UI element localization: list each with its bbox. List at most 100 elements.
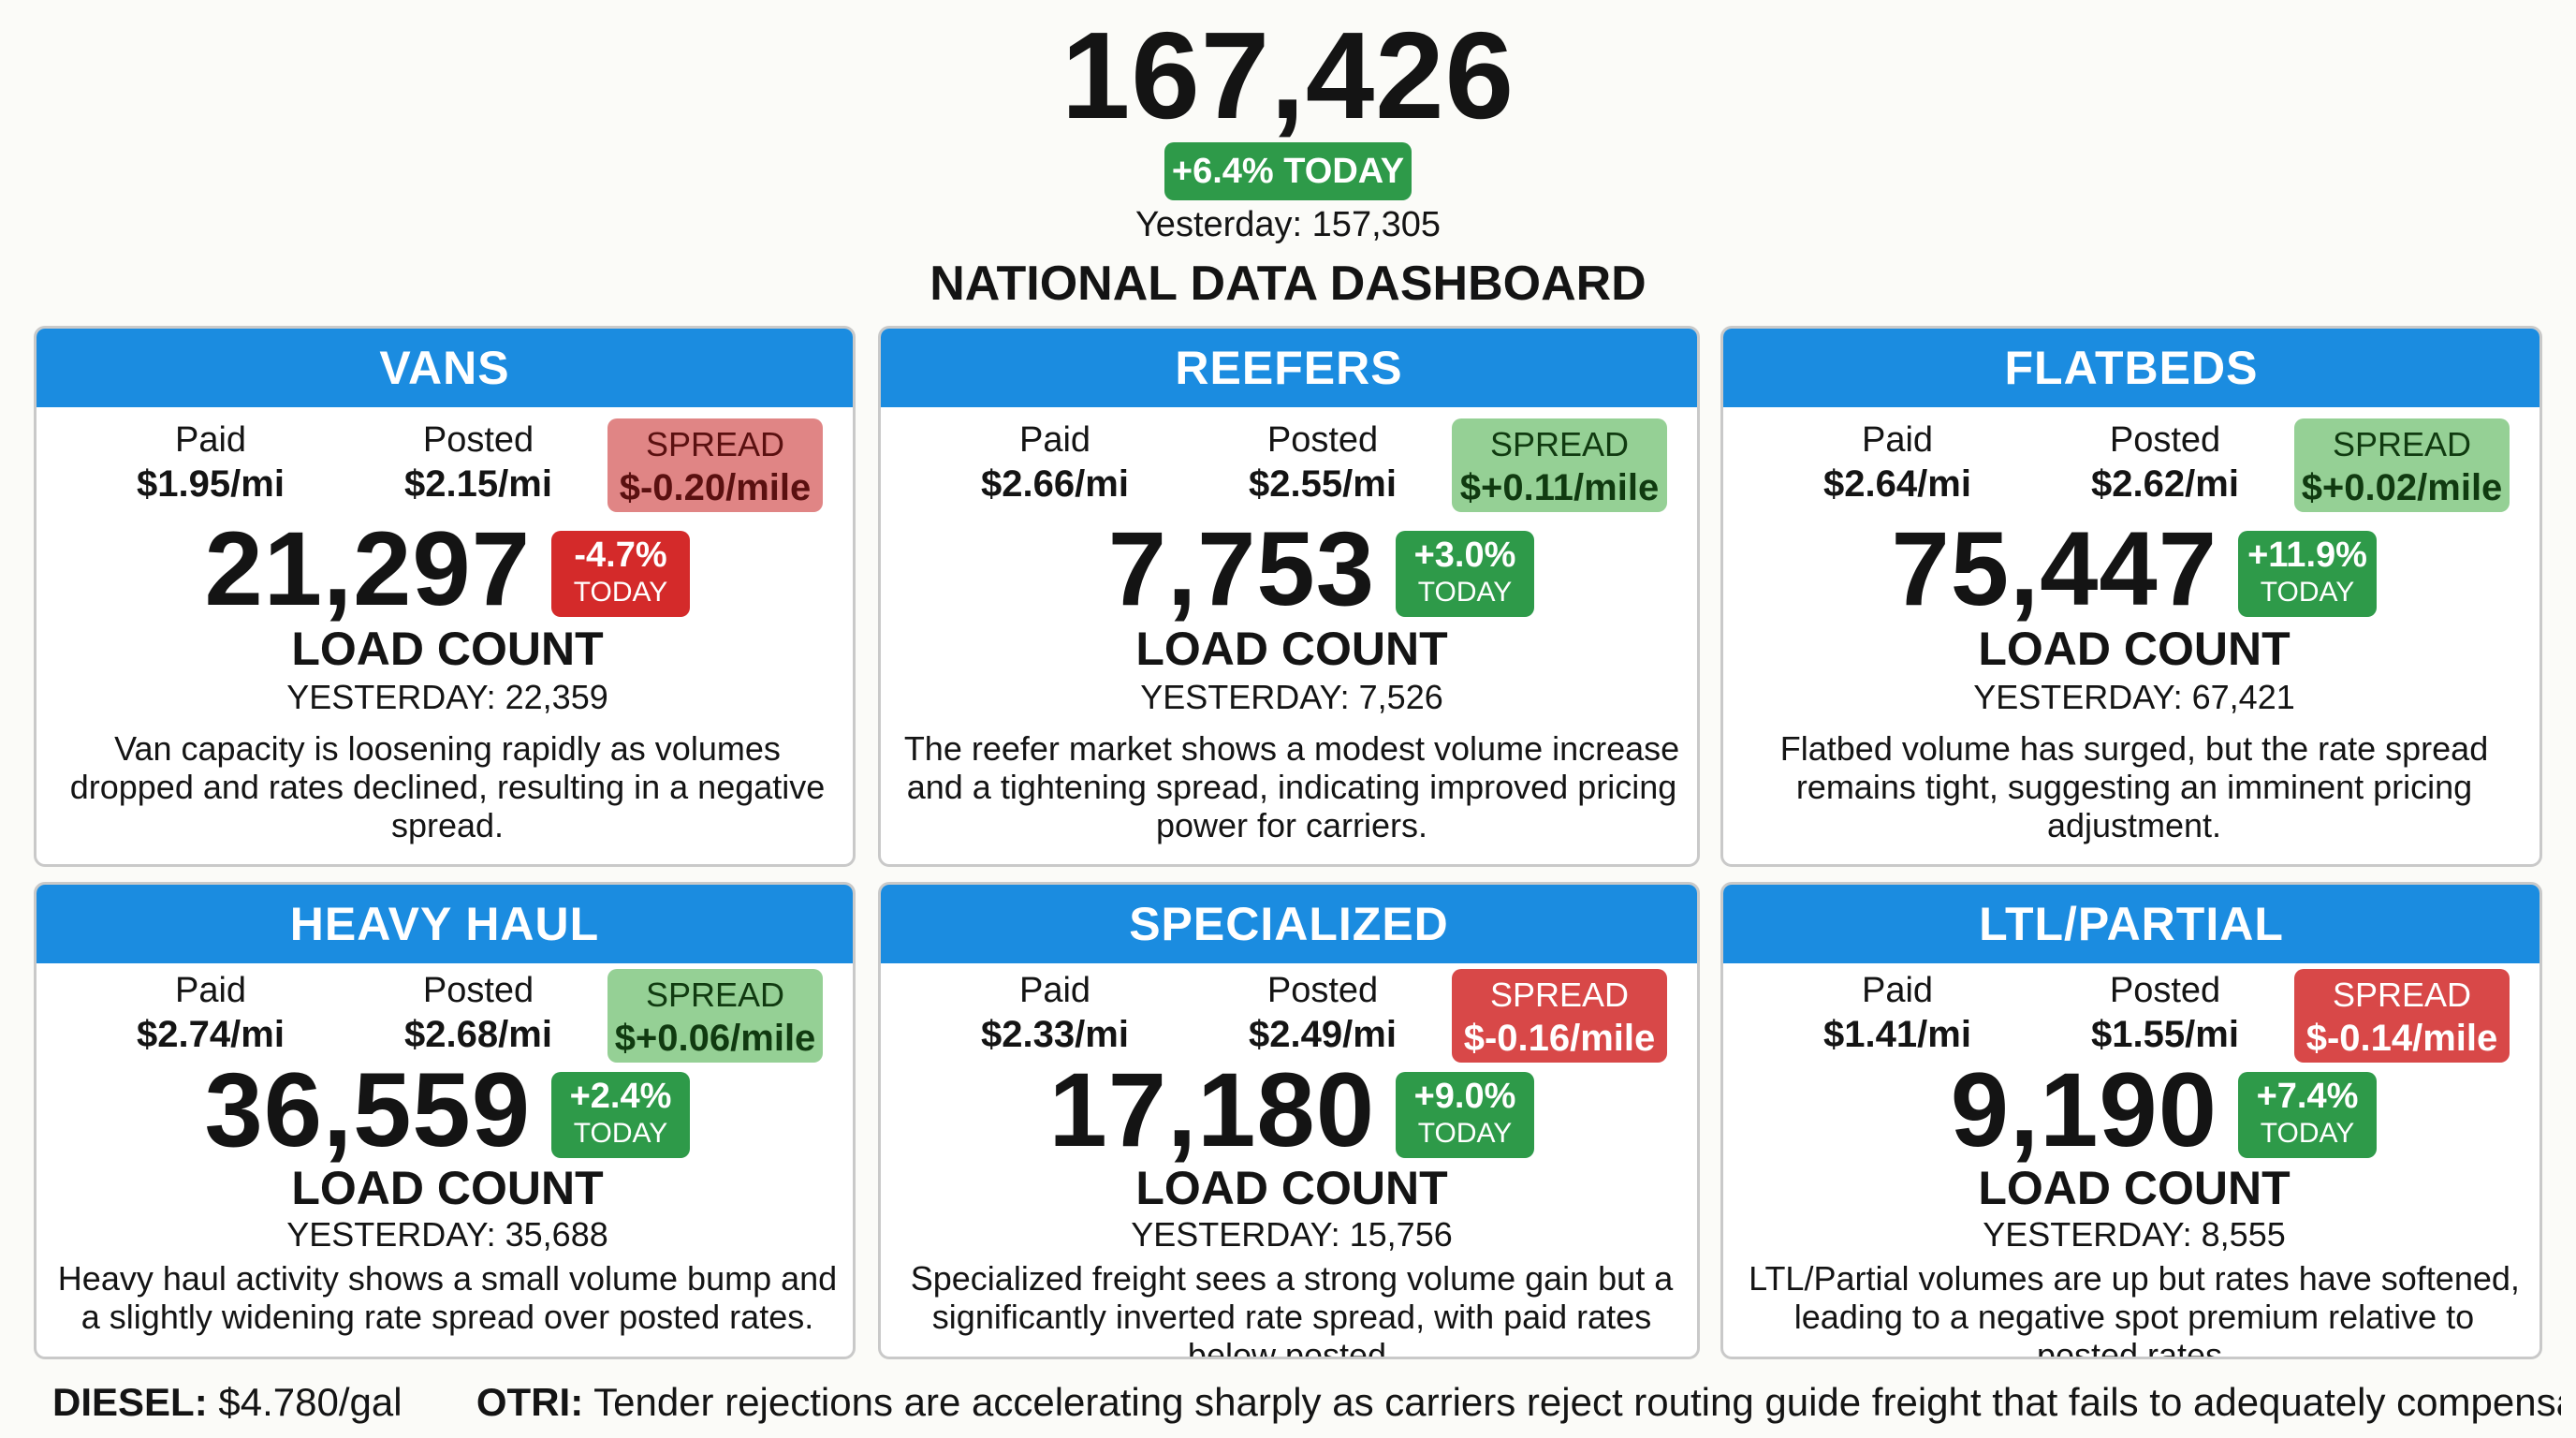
national-change-badge: +6.4% TODAY bbox=[1164, 142, 1412, 200]
daily-change-value: +11.9% bbox=[2247, 536, 2367, 575]
daily-change-label: TODAY bbox=[2260, 1118, 2355, 1149]
otri-label: OTRI: bbox=[476, 1380, 584, 1424]
posted-value: $2.55/mi bbox=[1249, 463, 1397, 505]
daily-change-value: -4.7% bbox=[574, 536, 667, 575]
market-commentary: Heavy haul activity shows a small volume… bbox=[57, 1259, 838, 1336]
daily-change-label: TODAY bbox=[573, 577, 668, 608]
paid-label: Paid bbox=[1018, 971, 1091, 1010]
card-title: REEFERS bbox=[881, 329, 1697, 407]
card-ltl-partial: LTL/PARTIAL Paid $1.41/mi Posted $1.55/mi SPR… bbox=[1720, 882, 2542, 1359]
load-count-label: LOAD COUNT bbox=[1135, 1162, 1448, 1214]
posted-value: $2.49/mi bbox=[1249, 1014, 1397, 1055]
otri-text: Tender rejections are accelerating sharp… bbox=[593, 1380, 2561, 1424]
daily-change-badge: +11.9% TODAY bbox=[2238, 531, 2377, 617]
market-commentary: LTL/Partial volumes are up but rates hav… bbox=[1749, 1259, 2520, 1359]
posted-rate: Posted $2.49/mi bbox=[1220, 969, 1426, 1057]
load-count-label: LOAD COUNT bbox=[1978, 1162, 2291, 1214]
national-yesterday: Yesterday: 157,305 bbox=[1134, 205, 1442, 244]
spread-badge: SPREAD $-0.16/mile bbox=[1452, 969, 1667, 1063]
market-commentary: Specialized freight sees a strong volume… bbox=[910, 1259, 1674, 1359]
daily-change-label: TODAY bbox=[1417, 1118, 1513, 1149]
load-count-value: 17,180 bbox=[1048, 1051, 1375, 1168]
paid-rate: Paid $1.95/mi bbox=[108, 418, 314, 506]
spread-label: SPREAD bbox=[1489, 425, 1630, 463]
posted-label: Posted bbox=[2109, 971, 2221, 1010]
diesel-label: DIESEL: bbox=[52, 1380, 208, 1424]
daily-change-badge: -4.7% TODAY bbox=[551, 531, 690, 617]
load-count-value: 36,559 bbox=[204, 1051, 531, 1168]
load-count-value: 75,447 bbox=[1891, 510, 2217, 627]
load-count-value: 21,297 bbox=[204, 510, 531, 627]
load-count-label: LOAD COUNT bbox=[1978, 623, 2291, 675]
yesterday-count: YESTERDAY: 15,756 bbox=[1131, 1215, 1453, 1254]
spread-label: SPREAD bbox=[1489, 976, 1630, 1014]
posted-label: Posted bbox=[2109, 420, 2221, 460]
posted-rate: Posted $2.62/mi bbox=[2062, 418, 2268, 506]
dashboard-title: NATIONAL DATA DASHBOARD bbox=[929, 257, 1647, 311]
posted-value: $2.68/mi bbox=[404, 1014, 552, 1055]
card-vans: VANS Paid $1.95/mi Posted $2.15/mi SPREAD $-0.… bbox=[34, 326, 856, 867]
yesterday-count: YESTERDAY: 22,359 bbox=[286, 678, 608, 716]
daily-change-label: TODAY bbox=[1417, 577, 1513, 608]
paid-value: $2.66/mi bbox=[981, 463, 1129, 505]
diesel-price: $4.780/gal bbox=[218, 1380, 402, 1424]
posted-rate: Posted $1.55/mi bbox=[2062, 969, 2268, 1057]
spread-value: $-0.20/mile bbox=[619, 467, 812, 508]
posted-label: Posted bbox=[422, 971, 534, 1010]
spread-value: $+0.06/mile bbox=[614, 1018, 816, 1059]
spread-badge: SPREAD $-0.14/mile bbox=[2294, 969, 2510, 1063]
card-flatbeds: FLATBEDS Paid $2.64/mi Posted $2.62/mi SPREAD… bbox=[1720, 326, 2542, 867]
yesterday-count: YESTERDAY: 35,688 bbox=[286, 1215, 608, 1254]
daily-change-badge: +2.4% TODAY bbox=[551, 1072, 690, 1158]
market-footer: DIESEL: $4.780/gal OTRI: Tender rejectio… bbox=[52, 1374, 2561, 1431]
paid-rate: Paid $1.41/mi bbox=[1794, 969, 2000, 1057]
load-count-label: LOAD COUNT bbox=[291, 623, 604, 675]
card-specialized: SPECIALIZED Paid $2.33/mi Posted $2.49/mi SPR… bbox=[878, 882, 1700, 1359]
daily-change-value: +7.4% bbox=[2256, 1077, 2359, 1116]
paid-value: $2.33/mi bbox=[981, 1014, 1129, 1055]
market-commentary: Van capacity is loosening rapidly as vol… bbox=[69, 729, 826, 844]
paid-label: Paid bbox=[1018, 420, 1091, 460]
daily-change-label: TODAY bbox=[2260, 577, 2355, 608]
posted-value: $1.55/mi bbox=[2091, 1014, 2239, 1055]
paid-label: Paid bbox=[1861, 971, 1934, 1010]
spread-label: SPREAD bbox=[645, 976, 785, 1014]
market-commentary: The reefer market shows a modest volume … bbox=[903, 729, 1680, 844]
posted-value: $2.62/mi bbox=[2091, 463, 2239, 505]
posted-rate: Posted $2.68/mi bbox=[375, 969, 581, 1057]
load-count-value: 7,753 bbox=[1107, 510, 1375, 627]
paid-value: $2.74/mi bbox=[137, 1014, 285, 1055]
spread-value: $-0.16/mile bbox=[1463, 1018, 1656, 1059]
paid-label: Paid bbox=[174, 971, 247, 1010]
card-reefers: REEFERS Paid $2.66/mi Posted $2.55/mi SPREAD $… bbox=[878, 326, 1700, 867]
daily-change-label: TODAY bbox=[573, 1118, 668, 1149]
yesterday-count: YESTERDAY: 67,421 bbox=[1973, 678, 2295, 716]
spread-label: SPREAD bbox=[645, 425, 785, 463]
posted-value: $2.15/mi bbox=[404, 463, 552, 505]
card-title: HEAVY HAUL bbox=[37, 885, 853, 963]
posted-rate: Posted $2.15/mi bbox=[375, 418, 581, 506]
posted-label: Posted bbox=[1266, 971, 1379, 1010]
load-count-value: 9,190 bbox=[1950, 1051, 2217, 1168]
daily-change-value: +3.0% bbox=[1413, 536, 1516, 575]
paid-label: Paid bbox=[1861, 420, 1934, 460]
yesterday-count: YESTERDAY: 7,526 bbox=[1140, 678, 1443, 716]
spread-badge: SPREAD $+0.06/mile bbox=[607, 969, 823, 1063]
paid-rate: Paid $2.74/mi bbox=[108, 969, 314, 1057]
yesterday-count: YESTERDAY: 8,555 bbox=[1983, 1215, 2286, 1254]
spread-value: $-0.14/mile bbox=[2305, 1018, 2498, 1059]
paid-rate: Paid $2.33/mi bbox=[952, 969, 1158, 1057]
market-commentary: Flatbed volume has surged, but the rate … bbox=[1779, 729, 2489, 844]
posted-rate: Posted $2.55/mi bbox=[1220, 418, 1426, 506]
spread-label: SPREAD bbox=[2332, 425, 2472, 463]
daily-change-badge: +9.0% TODAY bbox=[1396, 1072, 1534, 1158]
posted-label: Posted bbox=[1266, 420, 1379, 460]
paid-rate: Paid $2.64/mi bbox=[1794, 418, 2000, 506]
paid-value: $2.64/mi bbox=[1823, 463, 1971, 505]
daily-change-value: +9.0% bbox=[1413, 1077, 1516, 1116]
spread-badge: SPREAD $-0.20/mile bbox=[607, 418, 823, 512]
daily-change-badge: +7.4% TODAY bbox=[2238, 1072, 2377, 1158]
load-count-label: LOAD COUNT bbox=[291, 1162, 604, 1214]
card-heavy-haul: HEAVY HAUL Paid $2.74/mi Posted $2.68/mi SPRE… bbox=[34, 882, 856, 1359]
spread-badge: SPREAD $+0.02/mile bbox=[2294, 418, 2510, 512]
